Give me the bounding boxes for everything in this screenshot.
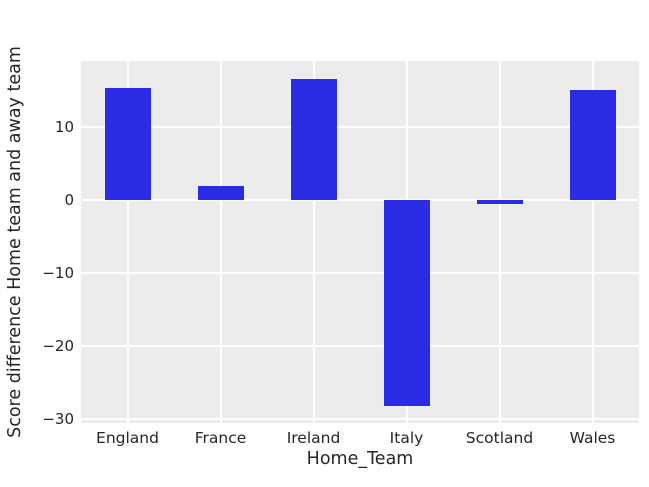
- x-tick-label-ireland: Ireland: [286, 429, 341, 447]
- y-tick-label: 10: [54, 118, 74, 137]
- y-gridline: [81, 345, 639, 348]
- bar-england: [104, 88, 151, 201]
- y-gridline: [81, 126, 639, 129]
- bar-wales: [569, 90, 616, 201]
- x-tick-label-wales: Wales: [569, 429, 616, 447]
- y-axis-label: Score difference Home team and away team: [5, 46, 25, 438]
- x-axis-label: Home_Team: [306, 449, 414, 469]
- y-tick-label: 0: [64, 191, 74, 210]
- x-gridline: [498, 61, 501, 423]
- x-gridline: [126, 61, 129, 423]
- bar-italy: [383, 200, 430, 407]
- x-tick-label-scotland: Scotland: [465, 429, 534, 447]
- x-tick-label-england: England: [96, 429, 159, 447]
- bar-ireland: [290, 78, 337, 201]
- bar-france: [197, 185, 244, 201]
- y-gridline: [81, 199, 639, 202]
- x-gridline: [591, 61, 594, 423]
- y-tick-label: −30: [42, 410, 74, 429]
- y-tick-label: −10: [42, 264, 74, 283]
- y-gridline: [81, 272, 639, 275]
- x-tick-label-france: France: [194, 429, 247, 447]
- bar-scotland: [476, 200, 523, 205]
- plot-area: [81, 61, 639, 423]
- x-tick-label-italy: Italy: [389, 429, 424, 447]
- x-gridline: [219, 61, 222, 423]
- x-gridline: [312, 61, 315, 423]
- y-gridline: [81, 418, 639, 421]
- y-tick-label: −20: [42, 337, 74, 356]
